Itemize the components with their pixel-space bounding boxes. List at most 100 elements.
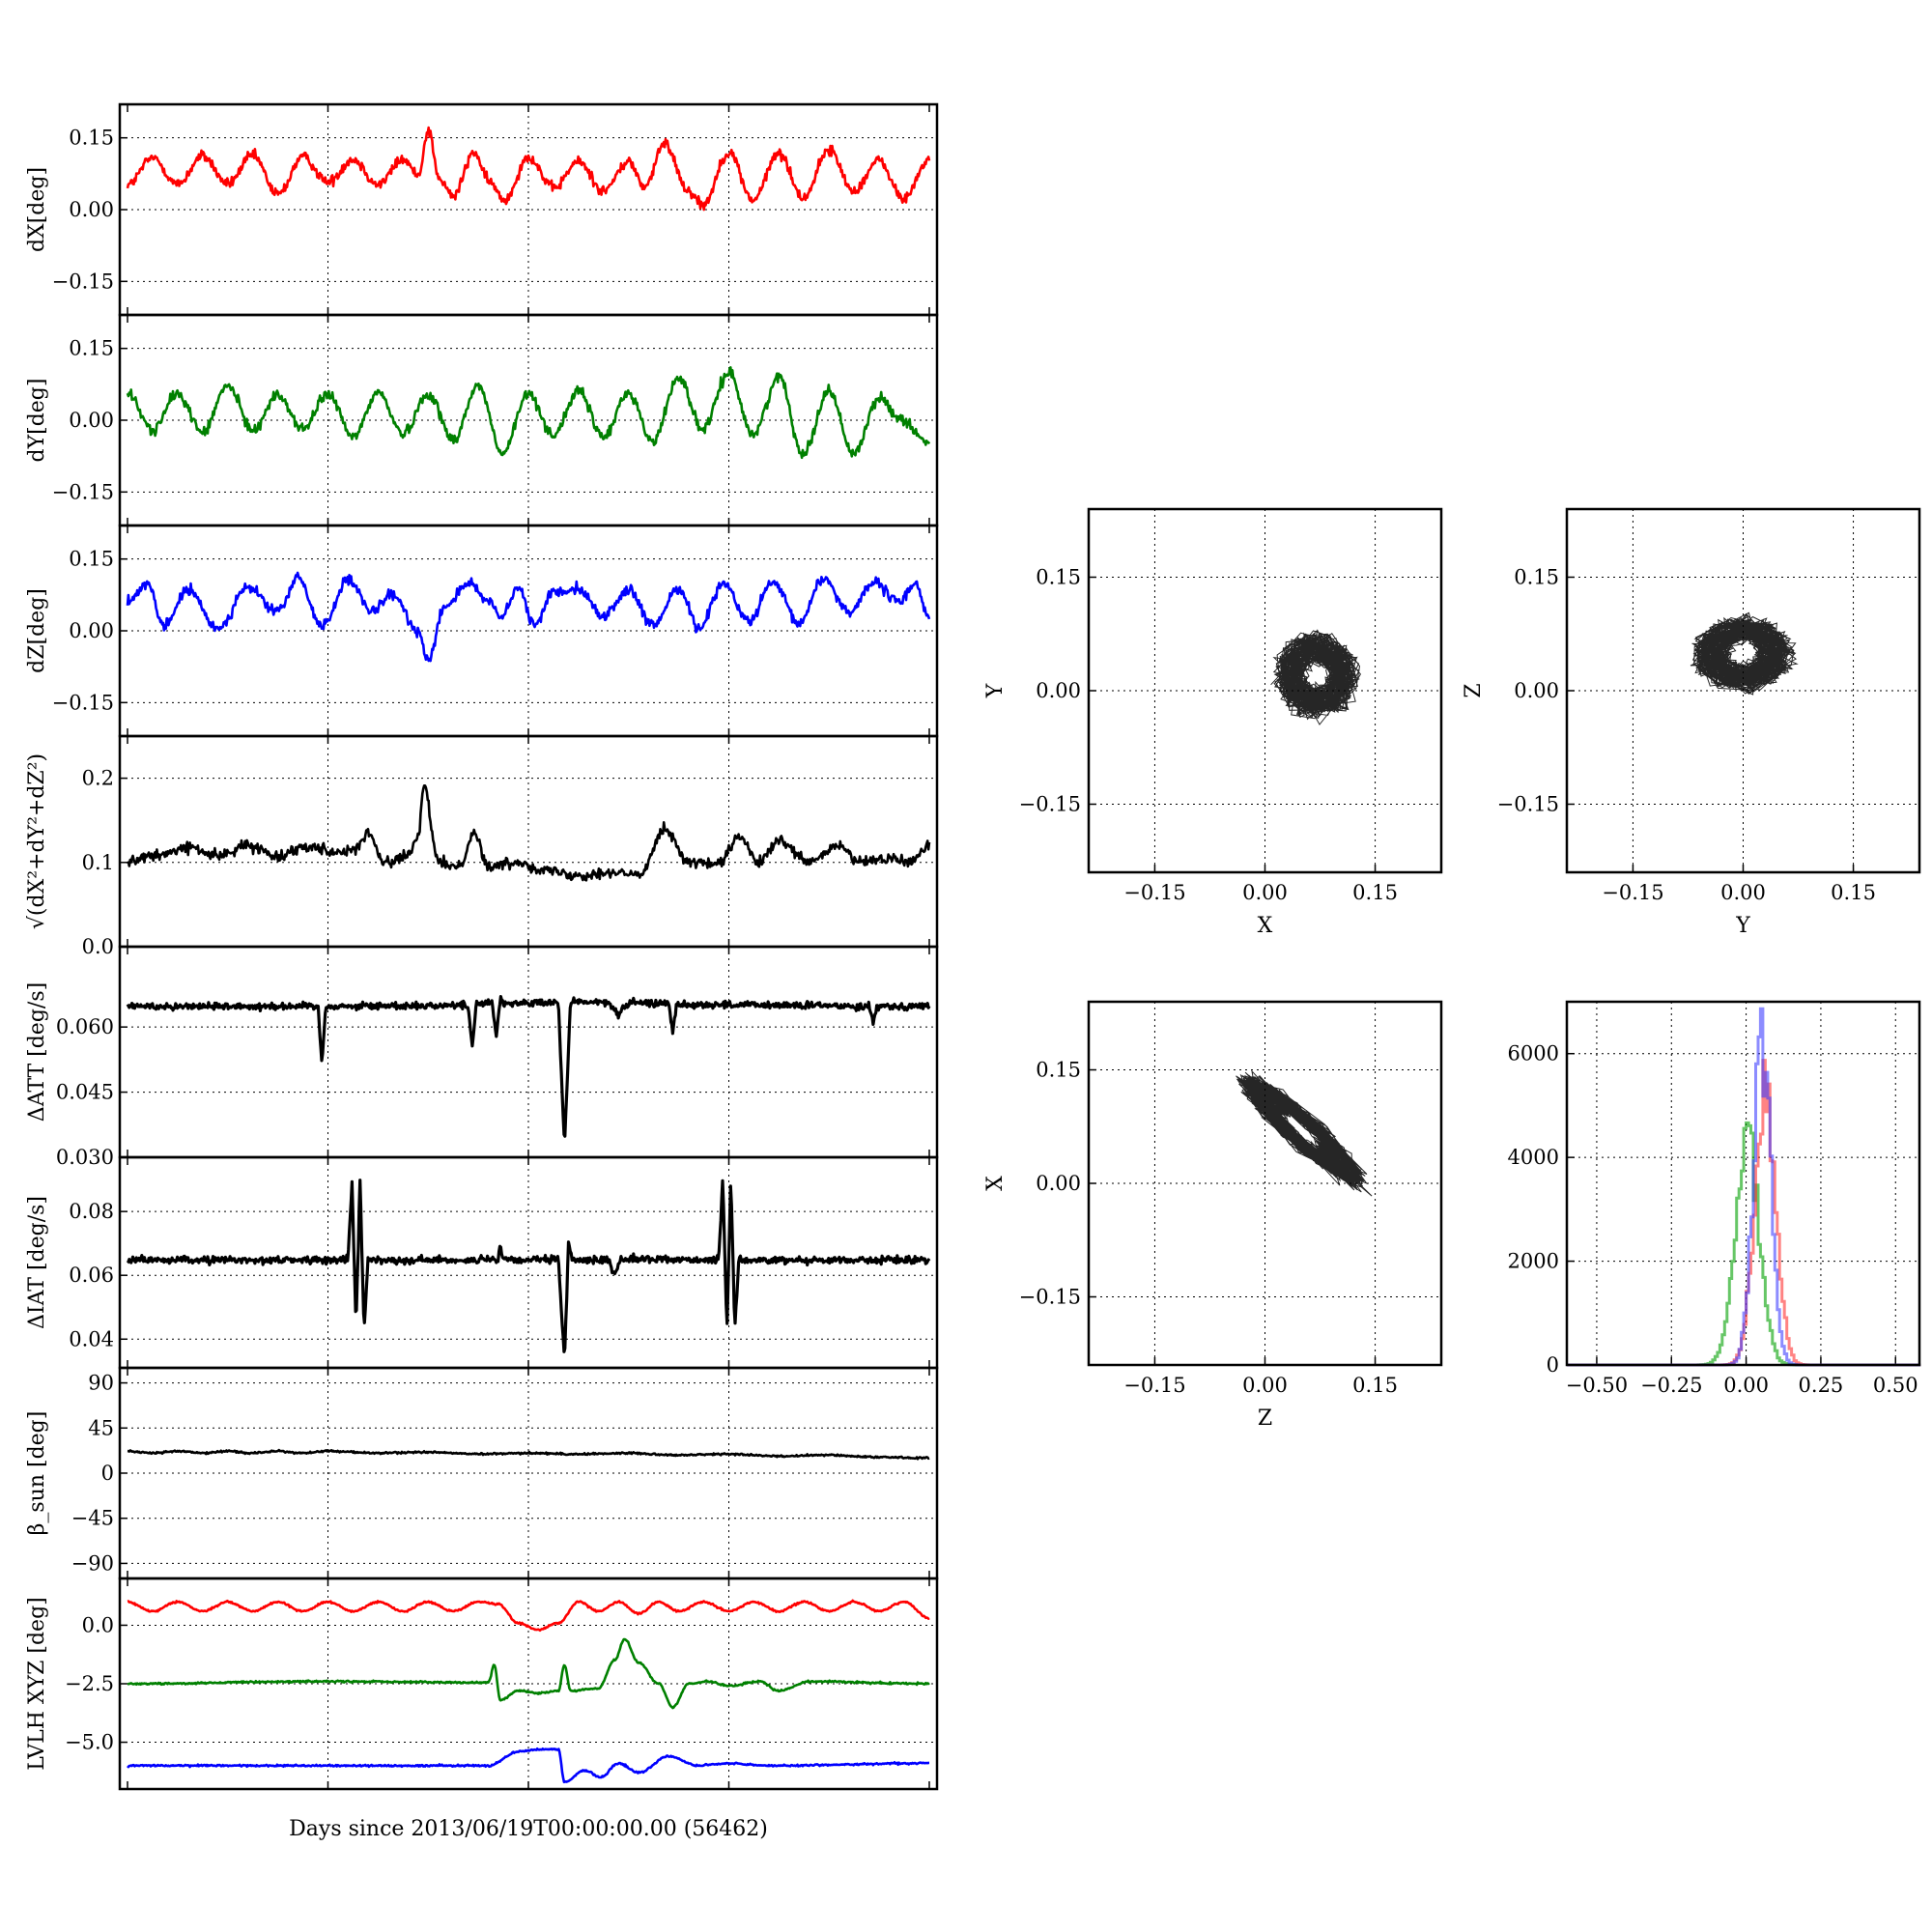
y-tick-label: 0	[1547, 1353, 1559, 1377]
y-tick-label: −2.5	[65, 1672, 114, 1695]
y-axis-label: dX[deg]	[25, 167, 49, 252]
histogram-series-2	[1567, 1007, 1921, 1367]
scatter-yz: −0.15 0.15 0.00 0.00 0.15 −0.15 Y Z	[1462, 507, 1921, 938]
series-line-dy-0	[126, 366, 931, 460]
scatter-trace	[1690, 611, 1799, 696]
y-tick-label: 0.15	[69, 127, 114, 150]
y-tick-label: 0.15	[1036, 566, 1081, 589]
series-line-mag-0	[126, 784, 931, 882]
series-line-att-0	[126, 995, 931, 1138]
x-axis-label: Y	[1735, 914, 1750, 938]
x-axis-label: Z	[1258, 1406, 1272, 1431]
series-line-lvlh-1	[127, 1637, 930, 1710]
y-tick-label: −0.15	[1019, 1286, 1081, 1309]
y-tick-label: 90	[88, 1372, 114, 1395]
y-tick-label: 4000	[1508, 1146, 1559, 1169]
scatter-zx: −0.15 0.15 0.00 0.00 0.15 −0.15 Z X	[983, 1000, 1443, 1431]
y-tick-label: 45	[88, 1416, 114, 1439]
y-tick-label: 0.08	[69, 1200, 114, 1223]
series-line-beta-0	[127, 1448, 930, 1461]
y-tick-label: 0.00	[69, 619, 114, 642]
y-tick-label: 0.030	[56, 1146, 114, 1169]
y-axis-label: Y	[983, 683, 1008, 698]
x-tick-label: −0.50	[1566, 1374, 1628, 1397]
y-tick-label: −0.15	[52, 691, 114, 714]
y-tick-label: 0.060	[56, 1015, 114, 1038]
y-tick-label: 0.00	[1036, 1172, 1081, 1195]
y-tick-label: 0.1	[82, 851, 114, 874]
x-tick-label: 0.00	[1242, 1374, 1288, 1397]
series-line-dx-0	[126, 126, 931, 212]
y-tick-label: −90	[71, 1551, 114, 1575]
x-axis-label: X	[1258, 914, 1273, 938]
x-tick-label: 0.15	[1352, 1374, 1398, 1397]
axes-frame	[118, 1577, 939, 1791]
y-tick-label: 0.04	[69, 1327, 114, 1350]
y-tick-label: −0.15	[1019, 793, 1081, 816]
x-tick-label: 0.15	[1352, 881, 1398, 904]
y-axis-label: ΔATT [deg/s]	[25, 982, 49, 1122]
y-axis-label: Z	[1462, 683, 1486, 697]
y-axis-label: X	[983, 1176, 1008, 1191]
x-tick-label: 0.25	[1799, 1374, 1844, 1397]
x-tick-label: −0.15	[1602, 881, 1663, 904]
y-tick-label: −5.0	[65, 1731, 114, 1754]
scatter-trace	[1236, 1069, 1373, 1197]
y-tick-label: 0.15	[69, 548, 114, 571]
y-tick-label: 0.06	[69, 1264, 114, 1287]
y-tick-label: 2000	[1508, 1250, 1559, 1273]
y-axis-label: dY[deg]	[25, 379, 49, 463]
panel-lvlh: 0.0 −2.5 −5.0 LVLH XYZ [deg]	[25, 1577, 939, 1791]
x-tick-label: 0.00	[1720, 881, 1766, 904]
x-tick-label: 0.00	[1242, 881, 1288, 904]
axes-frame	[1565, 1000, 1921, 1367]
panel-iat: 0.08 0.06 0.04 ΔIAT [deg/s]	[25, 1155, 939, 1370]
y-axis-label: LVLH XYZ [deg]	[25, 1597, 49, 1771]
x-tick-label: −0.15	[1123, 1374, 1185, 1397]
axes-frame	[1087, 507, 1443, 874]
series-line-iat-0	[126, 1179, 931, 1353]
y-tick-label: 0.00	[1036, 679, 1081, 702]
y-tick-label: 6000	[1508, 1042, 1559, 1065]
x-tick-label: −0.15	[1123, 881, 1185, 904]
y-tick-label: 0.0	[82, 1613, 114, 1636]
y-tick-label: 0.0	[82, 935, 114, 958]
series-line-dz-0	[126, 571, 931, 663]
y-tick-label: 0.045	[56, 1081, 114, 1104]
histogram-panel: −0.50 −0.25 0.00 0.25 0.50 6000 4000 2000 0	[1508, 1000, 1921, 1397]
panel-mag: 0.2 0.1 0.0 √(dX²+dY²+dZ²)	[25, 734, 939, 958]
x-tick-label: −0.25	[1640, 1374, 1702, 1397]
y-tick-label: 0.15	[69, 337, 114, 360]
y-tick-label: −0.15	[1497, 793, 1559, 816]
x-tick-label: 0.15	[1831, 881, 1876, 904]
scatter-xy: −0.15 0.15 0.00 0.00 0.15 −0.15 X Y	[983, 507, 1443, 938]
y-tick-label: 0.2	[82, 767, 114, 790]
y-tick-label: 0	[101, 1462, 114, 1485]
y-tick-label: 0.15	[1036, 1059, 1081, 1082]
y-axis-label: dZ[deg]	[25, 588, 49, 673]
series-line-lvlh-2	[127, 1747, 930, 1784]
y-axis-label: ΔIAT [deg/s]	[25, 1196, 49, 1329]
y-axis-label: √(dX²+dY²+dZ²)	[25, 753, 49, 929]
scatter-trace	[1270, 629, 1362, 725]
x-tick-label: 0.50	[1873, 1374, 1918, 1397]
y-tick-label: 0.00	[69, 409, 114, 432]
y-tick-label: −45	[71, 1507, 114, 1530]
y-tick-label: −0.15	[52, 480, 114, 503]
y-tick-label: 0.00	[69, 198, 114, 221]
x-axis-label: Days since 2013/06/19T00:00:00.00 (56462…	[289, 1817, 768, 1841]
y-tick-label: 0.00	[1514, 679, 1559, 702]
y-tick-label: −0.15	[52, 270, 114, 293]
y-axis-label: β_sun [deg]	[25, 1411, 49, 1536]
panel-att: 0.060 0.045 0.030 ΔATT [deg/s]	[25, 945, 939, 1169]
y-tick-label: 0.15	[1514, 566, 1559, 589]
panel-beta: 90 45 0 −45 −90 β_sun [deg]	[25, 1366, 939, 1580]
axes-frame	[1087, 1000, 1443, 1367]
x-tick-label: 0.00	[1723, 1374, 1769, 1397]
axes-frame	[1565, 507, 1921, 874]
series-line-lvlh-0	[127, 1599, 930, 1633]
